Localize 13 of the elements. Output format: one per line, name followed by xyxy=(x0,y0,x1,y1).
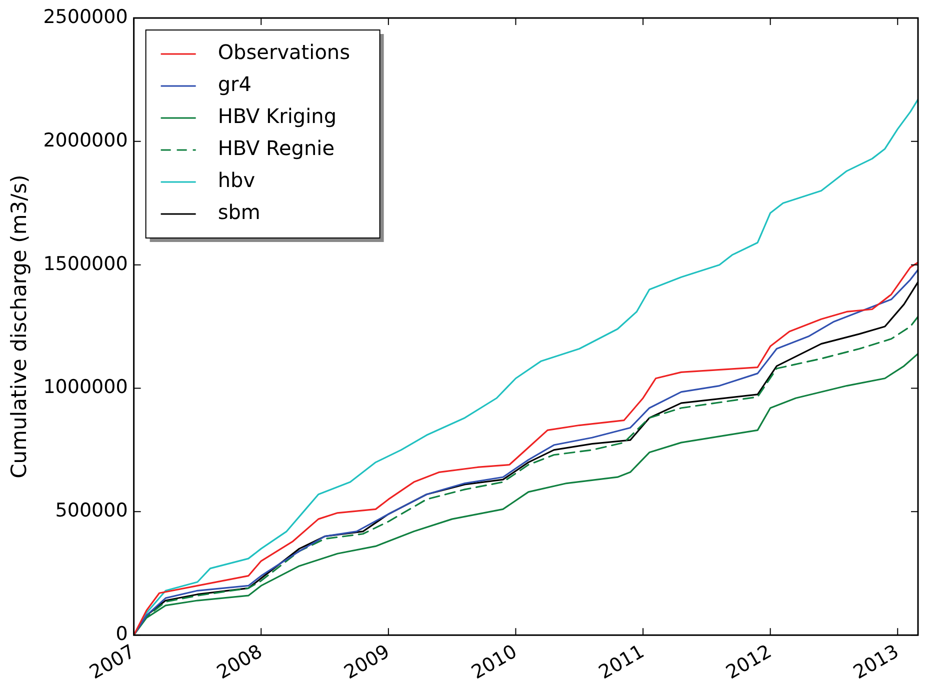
legend-label: Observations xyxy=(218,40,350,64)
legend-label: gr4 xyxy=(218,72,252,96)
y-tick-label: 1000000 xyxy=(43,376,128,398)
legend-label: sbm xyxy=(218,200,260,224)
legend-label: HBV Kriging xyxy=(218,104,337,128)
y-tick-label: 2500000 xyxy=(43,6,128,28)
y-tick-label: 2000000 xyxy=(43,129,128,152)
y-tick-label: 1500000 xyxy=(43,252,128,275)
y-tick-label: 500000 xyxy=(55,500,128,522)
y-axis-title: Cumulative discharge (m3/s) xyxy=(7,174,32,478)
y-tick-label: 0 xyxy=(116,623,128,646)
legend-label: hbv xyxy=(218,168,256,192)
legend-label: HBV Regnie xyxy=(218,136,335,160)
